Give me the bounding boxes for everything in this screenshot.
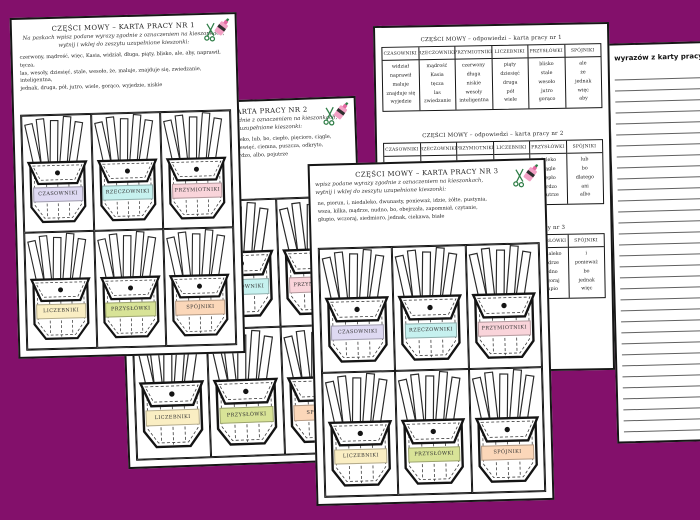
answer-column-words: i ponieważ bo jednak więc xyxy=(574,251,598,292)
answer-column-header: SPÓJNIKI xyxy=(564,44,601,58)
answer-column-header: CZASOWNIKI xyxy=(382,47,419,61)
answer-column-header: PRZYMIOTNIKI xyxy=(457,142,493,156)
answer-column-words: czerwony długa niskie wesoły inteligentn… xyxy=(459,63,489,105)
answer-column-header: PRZYSŁÓWKI xyxy=(528,44,565,59)
pocket-label: SPÓJNIKI xyxy=(175,299,226,316)
worksheet1-instructions: Na paskach wpisz podane wyrazy zgodnie z… xyxy=(22,30,225,49)
pocket-illustration xyxy=(22,115,93,232)
answer-column-header: RZECZOWNIKI xyxy=(420,142,457,157)
pocket-label: PRZYMIOTNIKI xyxy=(172,182,223,199)
worksheet-page-1: CZĘŚCI MOWY – KARTA PRACY NR 1 Na paskac… xyxy=(9,12,246,359)
answer-column: SPÓJNIKI i ponieważ bo jednak więc xyxy=(568,234,605,298)
pocket-label: RZECZOWNIKI xyxy=(102,184,153,201)
pocket-illustration xyxy=(470,368,545,492)
pocket-label: SPÓJNIKI xyxy=(480,443,535,461)
pocket-illustration xyxy=(95,230,166,347)
answer-column-words: piąty dziesięć druga pół wiele xyxy=(500,62,520,104)
writing-line xyxy=(623,418,700,433)
pocket-label: RZECZOWNIKI xyxy=(404,321,458,339)
answer-column-words: widział naprawił maluje znajduje się wyj… xyxy=(386,64,416,106)
worksheet-page-3: CZĘŚCI MOWY – KARTA PRACY NR 3 wpisz pod… xyxy=(307,157,555,507)
pocket-cell: RZECZOWNIKI xyxy=(392,245,469,371)
pocket-illustration xyxy=(396,370,470,494)
answer-column-header: SPÓJNIKI xyxy=(566,140,603,154)
pocket-cell: LICZEBNIKI xyxy=(24,230,97,350)
pocket-cell: SPÓJNIKI xyxy=(468,367,546,493)
answer-column: PRZYSŁÓWKI blisko stale wesoło jutro gor… xyxy=(528,44,566,109)
answer-column-header: PRZYMIOTNIKI xyxy=(455,46,492,60)
pocket-cell: CZASOWNIKI xyxy=(318,246,396,373)
pocket-illustration xyxy=(25,232,96,349)
answer-column-words: lub bo dlatego ani albo xyxy=(575,157,595,198)
pocket-cell: CZASOWNIKI xyxy=(21,113,94,233)
worksheet3-word-list: ne, piorun, i, niedaleko, dwunasty, poni… xyxy=(317,196,488,223)
pocket-illustration xyxy=(323,372,397,496)
answer-column: CZASOWNIKI widział naprawił maluje znajd… xyxy=(382,47,420,111)
answer-column: SPÓJNIKI lub bo dlatego ani albo xyxy=(566,140,604,204)
answers-title-2: CZĘŚCI MOWY – odpowiedzi – karta pracy n… xyxy=(422,130,564,140)
pocket-cell: PRZYSŁÓWKI xyxy=(395,369,472,495)
worksheet3-pocket-grid: CZASOWNIKI RZECZOWNIKI PRZYMIOTNIKI LICZ… xyxy=(317,242,547,498)
pocket-illustration xyxy=(320,248,394,372)
pocket-label: CZASOWNIKI xyxy=(331,323,385,341)
worksheet1-pocket-grid: CZASOWNIKI RZECZOWNIKI PRZYMIOTNIKI LICZ… xyxy=(20,109,238,351)
pocket-label: CZASOWNIKI xyxy=(32,186,84,203)
pocket-label: PRZYSŁÓWKI xyxy=(407,445,461,463)
pocket-cell: PRZYMIOTNIKI xyxy=(160,110,234,230)
answers-title-1: CZĘŚCI MOWY – odpowiedzi – karta pracy n… xyxy=(420,34,562,44)
answer-column-header: LICZEBNIKI xyxy=(493,141,530,155)
answer-column: RZECZOWNIKI mądrość Kasia tęcza las zwie… xyxy=(418,46,457,111)
lined-page-heading: wyrazów z karty pracy xyxy=(614,52,700,63)
pocket-illustration xyxy=(165,228,236,345)
pocket-label: LICZEBNIKI xyxy=(145,408,200,427)
answer-column-header: RZECZOWNIKI xyxy=(418,46,455,61)
pocket-cell: RZECZOWNIKI xyxy=(90,112,164,231)
pocket-cell: PRZYSŁÓWKI xyxy=(93,229,167,348)
answer-column-header: LICZEBNIKI xyxy=(491,45,528,60)
pocket-illustration xyxy=(466,244,541,368)
answer-column: SPÓJNIKI ale że jednak więc aby xyxy=(564,44,602,108)
answer-column: PRZYMIOTNIKI czerwony długa niskie wesoł… xyxy=(455,46,493,110)
answer-column-words: ale że jednak więc aby xyxy=(575,61,592,102)
pocket-illustration xyxy=(92,113,163,230)
writing-lines xyxy=(609,66,700,433)
lined-notes-page: wyrazów z karty pracy xyxy=(606,40,700,444)
pocket-label: PRZYSŁÓWKI xyxy=(105,301,156,318)
worksheet1-word-list: czerwony, mądrość, więc, Kasia, widział,… xyxy=(19,49,221,92)
scissors-glue-icon xyxy=(203,18,231,44)
pocket-label: PRZYMIOTNIKI xyxy=(477,320,531,337)
pocket-illustration xyxy=(393,246,467,370)
pocket-label: LICZEBNIKI xyxy=(334,447,388,465)
answer-column-words: blisko stale wesoło jutro gorąco xyxy=(538,61,556,103)
answer-column-header: CZASOWNIKI xyxy=(384,143,420,157)
answer-column-header: PRZYSŁÓWKI xyxy=(530,140,566,155)
pocket-label: PRZYSŁÓWKI xyxy=(219,406,274,424)
pocket-cell: SPÓJNIKI xyxy=(163,227,237,347)
scissors-glue-icon xyxy=(512,164,540,190)
answer-column-header: SPÓJNIKI xyxy=(568,234,604,248)
answer-column-words: mądrość Kasia tęcza las zwiedzanie xyxy=(424,63,452,105)
pocket-cell: PRZYMIOTNIKI xyxy=(465,243,542,370)
worksheet3-instructions: wpisz podane wyrazy zgodnie z oznaczenie… xyxy=(315,177,484,196)
scissors-glue-icon xyxy=(322,102,350,128)
pocket-cell: LICZEBNIKI xyxy=(322,370,399,497)
answer-column: LICZEBNIKI piąty dziesięć druga pół wiel… xyxy=(491,45,530,110)
pocket-illustration xyxy=(161,111,232,228)
pocket-label: LICZEBNIKI xyxy=(35,303,87,320)
answers-table-1: CZASOWNIKI widział naprawił maluje znajd… xyxy=(381,43,603,112)
